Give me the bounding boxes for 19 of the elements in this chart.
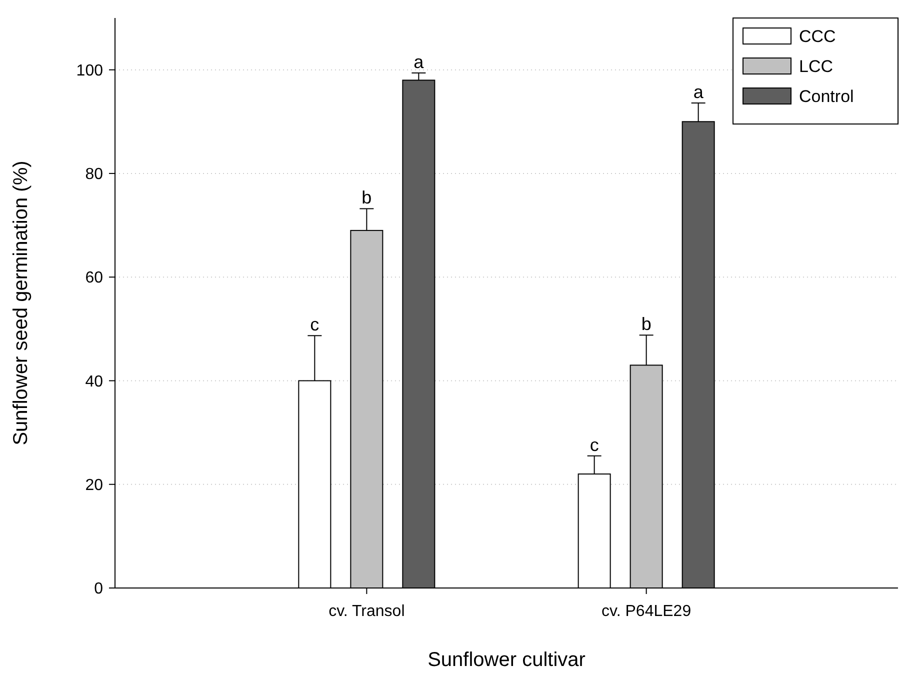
y-tick-label: 20 — [85, 476, 104, 494]
x-tick-label: cv. P64LE29 — [602, 603, 692, 620]
legend-label: Control — [799, 86, 854, 106]
x-axis-title: Sunflower cultivar — [428, 649, 586, 671]
annotation: a — [693, 82, 704, 102]
annotation: a — [414, 52, 425, 72]
y-tick-label: 40 — [85, 373, 104, 390]
x-tick-label: cv. Transol — [328, 603, 405, 620]
legend-label: LCC — [799, 56, 834, 76]
annotation: c — [590, 434, 599, 455]
y-tick-label: 60 — [85, 270, 104, 287]
y-tick-label: 0 — [94, 580, 104, 598]
y-tick-label: 100 — [76, 62, 104, 80]
annotation: c — [310, 314, 320, 335]
legend-label: CCC — [799, 26, 836, 46]
y-tick-label: 80 — [85, 166, 104, 184]
y-axis-title: Sunflower seed germination (%) — [10, 160, 32, 446]
annotation: b — [362, 188, 372, 208]
annotation: b — [641, 314, 652, 334]
